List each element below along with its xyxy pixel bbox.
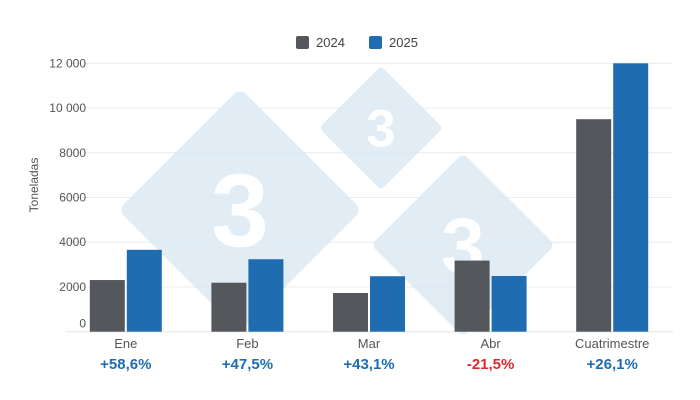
x-tick-label: Mar <box>358 336 381 351</box>
legend-label: 2025 <box>389 35 418 50</box>
change-percent-label: +47,5% <box>222 356 273 373</box>
bar-2024-ene <box>89 280 125 332</box>
y-tick-label: 6000 <box>59 191 86 205</box>
legend-swatch <box>296 36 309 49</box>
change-percent-label: -21,5% <box>467 356 515 373</box>
legend-swatch <box>369 36 382 49</box>
change-percent-label: +26,1% <box>587 356 638 373</box>
watermark-number: 3 <box>366 100 395 159</box>
bar-2025-feb <box>248 259 284 332</box>
y-axis-title: Toneladas <box>27 158 41 213</box>
y-tick-label: 2000 <box>59 280 86 294</box>
y-tick-label: 0 <box>79 317 86 331</box>
x-tick-label: Abr <box>480 336 501 351</box>
x-tick-label: Ene <box>114 336 137 351</box>
watermark-logo: 3 <box>121 91 359 329</box>
bar-2025-mar <box>370 276 405 332</box>
y-tick-label: 10 000 <box>49 101 86 115</box>
y-tick-label: 4000 <box>59 235 86 249</box>
watermark-logo: 3 <box>320 67 442 189</box>
bar-2024-mar <box>333 293 368 332</box>
watermark-diamond <box>121 91 359 329</box>
change-percent-label: +58,6% <box>100 356 151 373</box>
watermark-number: 3 <box>211 153 269 269</box>
bar-2025-cuatrimestre <box>613 63 649 332</box>
y-tick-label: 8000 <box>59 146 86 160</box>
bar-2024-cuatrimestre <box>576 119 612 332</box>
x-tick-label: Cuatrimestre <box>575 336 649 351</box>
bar-2024-abr <box>454 260 490 332</box>
x-tick-label: Feb <box>236 336 258 351</box>
bar-2024-feb <box>211 282 247 332</box>
bar-2025-abr <box>491 276 527 332</box>
y-tick-label: 12 000 <box>49 56 86 70</box>
bar-2025-ene <box>126 249 162 332</box>
watermark-diamond <box>320 67 442 189</box>
legend-label: 2024 <box>316 35 345 50</box>
change-percent-label: +43,1% <box>343 356 394 373</box>
